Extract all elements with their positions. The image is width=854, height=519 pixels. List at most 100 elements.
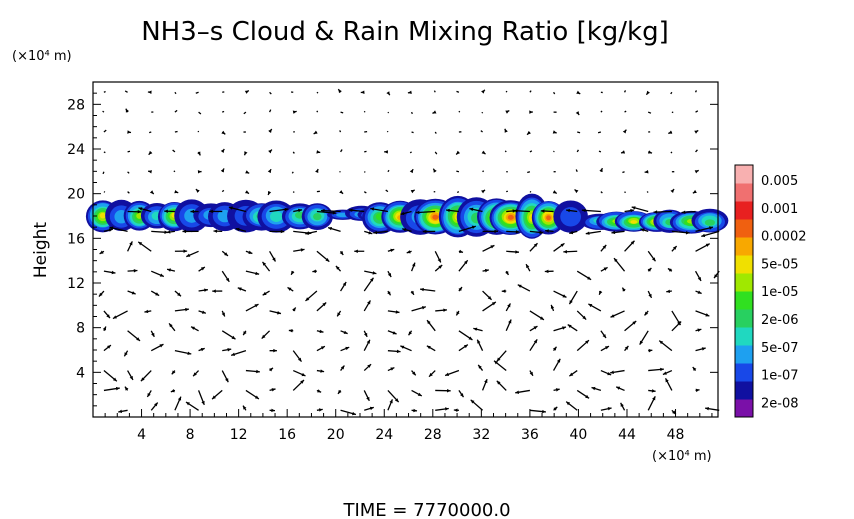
wind-arrowhead [209, 209, 213, 214]
wind-arrow [575, 169, 578, 173]
wind-arrow [456, 90, 460, 93]
wind-arrowhead [400, 345, 405, 349]
wind-arrowhead [631, 206, 636, 210]
x-tick-label: 28 [424, 427, 442, 443]
wind-arrowhead [384, 150, 388, 154]
wind-arrowhead [197, 170, 202, 174]
wind-arrowhead [527, 130, 531, 135]
wind-arrow [363, 110, 366, 113]
wind-arrowhead [603, 267, 608, 271]
wind-arrowhead [456, 311, 460, 316]
wind-arrowhead [225, 378, 229, 383]
wind-arrowhead [159, 273, 164, 277]
wind-arrowhead [672, 410, 676, 415]
wind-arrowhead [170, 389, 175, 393]
wind-arrow [103, 129, 107, 133]
wind-arrowhead [453, 408, 458, 412]
wind-arrow [386, 130, 389, 133]
wind-arrowhead [231, 352, 236, 356]
wind-arrow [600, 110, 603, 113]
wind-arrowhead [602, 334, 607, 339]
wind-arrow [577, 131, 581, 134]
wind-arrowhead [556, 358, 561, 363]
wind-arrowhead [515, 390, 520, 394]
wind-arrowhead [529, 371, 533, 376]
wind-vectors [98, 88, 720, 416]
wind-arrowhead [585, 340, 589, 344]
wind-arrowhead [107, 345, 111, 349]
wind-arrowhead [463, 344, 468, 349]
wind-arrow [103, 191, 106, 193]
wind-arrowhead [621, 150, 626, 154]
wind-arrowhead [426, 345, 431, 350]
wind-arrowhead [338, 89, 342, 94]
wind-arrowhead [305, 231, 310, 235]
wind-arrowhead [651, 257, 656, 262]
y-tick-label: 4 [76, 365, 85, 381]
wind-arrow [481, 111, 484, 114]
wind-arrow [670, 151, 673, 154]
wind-arrowhead [697, 276, 702, 281]
wind-arrowhead [248, 250, 253, 254]
wind-arrowhead [542, 409, 546, 414]
wind-arrowhead [481, 189, 486, 194]
wind-arrowhead [291, 270, 295, 275]
wind-arrowhead [164, 209, 168, 213]
wind-arrowhead [254, 395, 259, 399]
wind-arrowhead [201, 310, 206, 314]
wind-arrowhead [171, 370, 176, 375]
wind-arrow [292, 191, 295, 194]
wind-arrowhead [372, 271, 377, 275]
wind-arrowhead [268, 149, 272, 154]
wind-arrowhead [271, 388, 276, 392]
wind-arrowhead [494, 229, 499, 234]
wind-arrowhead [313, 130, 318, 134]
colorbar-swatch [735, 183, 753, 202]
wind-arrowhead [552, 190, 557, 194]
wind-arrowhead [300, 380, 304, 384]
wind-arrowhead [670, 189, 675, 193]
wind-arrowhead [182, 229, 187, 234]
wind-arrowhead [443, 308, 448, 312]
x-units-label: (×10⁴ m) [652, 449, 712, 464]
wind-arrow [243, 111, 247, 115]
colorbar-label: 5e-07 [761, 341, 799, 356]
wind-arrowhead [412, 371, 416, 376]
wind-arrowhead [697, 328, 702, 332]
colorbar-swatch [735, 399, 753, 418]
wind-arrowhead [392, 331, 397, 335]
wind-arrowhead [367, 300, 371, 305]
wind-arrowhead [709, 226, 713, 230]
wind-arrowhead [118, 409, 123, 414]
wind-arrowhead [354, 249, 358, 253]
wind-arrowhead [667, 268, 672, 272]
wind-arrowhead [109, 226, 114, 230]
colorbar-swatch [735, 255, 753, 274]
wind-arrowhead [566, 401, 571, 406]
wind-arrowhead [204, 288, 208, 292]
wind-arrowhead [508, 319, 512, 324]
wind-arrowhead [587, 276, 592, 280]
wind-arrowhead [602, 244, 607, 249]
wind-arrowhead [459, 249, 464, 254]
wind-arrowhead [140, 377, 145, 382]
wind-arrowhead [201, 400, 205, 405]
wind-arrow [456, 170, 460, 173]
wind-arrowhead [648, 293, 652, 298]
wind-arrowhead [539, 316, 544, 320]
wind-arrowhead [124, 386, 129, 391]
wind-arrowhead [599, 290, 603, 295]
wind-arrowhead [660, 367, 664, 372]
wind-arrowhead [504, 128, 508, 133]
wind-arrowhead [127, 130, 132, 134]
wind-arrowhead [325, 257, 330, 262]
wind-arrow [480, 130, 483, 133]
y-tick-label: 16 [67, 231, 85, 247]
wind-arrowhead [177, 396, 182, 401]
wind-arrow [103, 151, 106, 154]
cloud-contour [99, 212, 106, 219]
wind-arrowhead [322, 302, 327, 307]
wind-arrowhead [692, 367, 697, 371]
wind-arrowhead [111, 270, 116, 275]
wind-arrowhead [513, 209, 518, 213]
